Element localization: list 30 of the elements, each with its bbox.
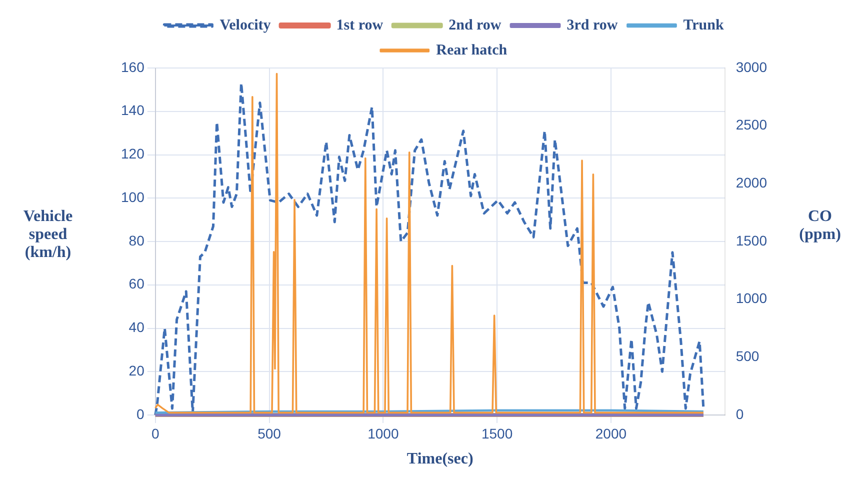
x-tick-label: 2000 (595, 425, 627, 442)
legend-label: 2nd row (448, 17, 502, 34)
y2-tick-label: 1000 (736, 290, 768, 306)
y-axis-title: Vehicle speed (km/h) (22, 208, 74, 262)
y-tick-label: 60 (128, 276, 145, 292)
y-tick-label: 20 (128, 362, 145, 378)
y-tick-label: 80 (128, 232, 145, 248)
y2-tick-label: 1500 (736, 232, 768, 248)
y-tick-label: 120 (121, 146, 145, 162)
x-tick-label: 0 (151, 425, 160, 442)
y-tick-label: 0 (136, 406, 145, 422)
y-tick-label: 160 (121, 58, 145, 75)
legend-label: Rear hatch (436, 42, 508, 58)
y-tick-label: 100 (121, 188, 145, 205)
x-tick-label: 1000 (368, 425, 399, 442)
y-tick-label: 40 (128, 319, 145, 336)
x-tick-label: 500 (258, 425, 282, 442)
x-axis-title: Time(sec) (406, 450, 474, 468)
y2-tick-label: 2000 (736, 174, 768, 191)
y2-axis-title: CO (ppm) (798, 208, 842, 244)
legend-label: Velocity (220, 17, 272, 34)
y-tick-label: 140 (121, 102, 145, 118)
legend-label: 3rd row (566, 17, 618, 34)
y2-tick-label: 500 (736, 348, 760, 364)
y2-tick-label: 2500 (736, 116, 768, 133)
x-tick-label: 1500 (481, 425, 513, 442)
y2-tick-label: 3000 (736, 58, 768, 75)
y2-tick-label: 0 (736, 406, 744, 422)
legend-label: Trunk (683, 17, 724, 34)
legend-label: 1st row (336, 17, 384, 34)
